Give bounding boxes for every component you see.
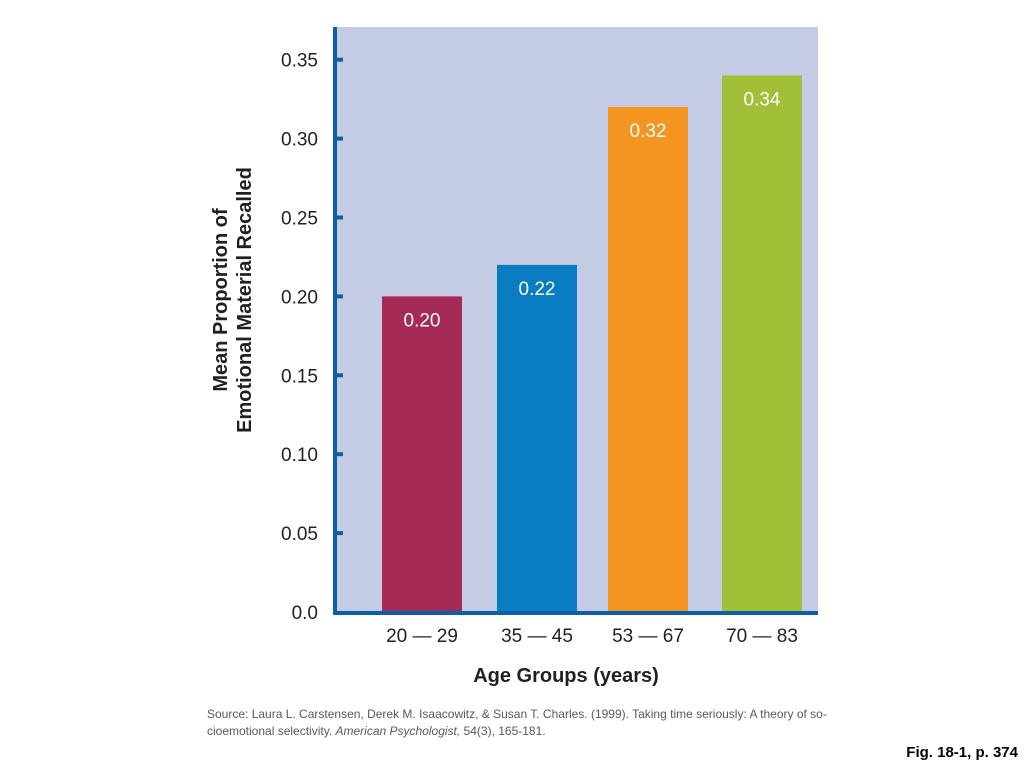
x-tick-label: 35 — 45 <box>501 626 573 647</box>
source-journal-name: American Psychologist, <box>335 724 461 738</box>
y-tick-mark <box>337 531 343 536</box>
y-tick-label: 0.05 <box>281 524 318 545</box>
y-axis-title-line-2: Emotional Material Recalled <box>234 167 256 433</box>
x-axis-title: Age Groups (years) <box>473 665 659 687</box>
bar-value-label: 0.20 <box>404 310 441 331</box>
y-tick-mark <box>337 452 343 457</box>
bar-70-83 <box>722 75 802 613</box>
y-tick-label: 0.35 <box>281 51 318 72</box>
y-tick-mark <box>337 294 343 299</box>
source-citation: Source: Laura L. Carstensen, Derek M. Is… <box>207 706 827 740</box>
source-citation-volume: 54(3), 165-181. <box>460 724 546 738</box>
x-tick-label: 70 — 83 <box>726 626 798 647</box>
y-axis-title-line-1: Mean Proportion of <box>210 208 232 392</box>
x-tick-label: 20 — 29 <box>386 626 458 647</box>
source-citation-text: Source: Laura L. Carstensen, Derek M. Is… <box>207 707 827 738</box>
y-tick-mark <box>337 57 343 62</box>
y-tick-mark <box>337 136 343 141</box>
figure-reference: Fig. 18-1, p. 374 <box>906 744 1018 761</box>
bar-53-67 <box>608 107 688 612</box>
y-tick-label: 0.20 <box>281 287 318 308</box>
x-axis-line <box>333 611 818 615</box>
bar-35-45 <box>497 264 577 612</box>
bar-value-label: 0.22 <box>519 279 556 300</box>
bar-20-29 <box>382 296 462 612</box>
y-axis-line <box>333 27 337 614</box>
x-tick-label: 53 — 67 <box>612 626 684 647</box>
y-tick-label: 0.0 <box>292 603 318 624</box>
y-tick-label: 0.15 <box>281 366 318 387</box>
y-tick-label: 0.25 <box>281 209 318 230</box>
y-tick-label: 0.30 <box>281 130 318 151</box>
y-tick-label: 0.10 <box>281 445 318 466</box>
bar-value-label: 0.34 <box>744 89 781 110</box>
y-tick-mark <box>337 373 343 378</box>
bar-value-label: 0.32 <box>630 121 667 142</box>
y-tick-mark <box>337 215 343 220</box>
